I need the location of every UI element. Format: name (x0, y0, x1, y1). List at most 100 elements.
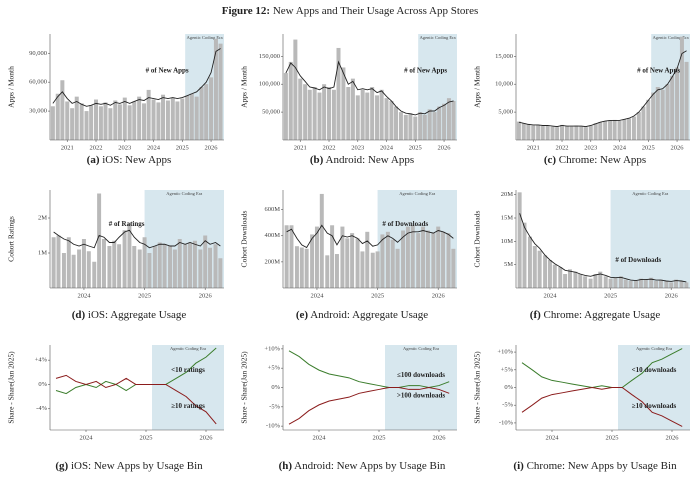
bar (684, 61, 689, 140)
bar (303, 84, 308, 140)
panel-caption: (i) Chrome: New Apps by Usage Bin (513, 460, 677, 472)
bar (574, 125, 579, 140)
x-tick-label: 2022 (323, 144, 336, 151)
bar (113, 100, 118, 140)
x-tick-label: 2024 (313, 434, 327, 441)
bar (188, 242, 193, 288)
bar (137, 96, 142, 140)
caption-text: iOS: New Apps (102, 154, 171, 166)
x-tick-label: 2024 (77, 292, 91, 299)
caption-text: iOS: New Apps by Usage Bin (71, 460, 203, 472)
bar (284, 225, 289, 288)
bar (660, 89, 665, 140)
caption-text: Chrome: Aggregate Usage (544, 309, 661, 321)
bar (643, 279, 648, 288)
bar (517, 192, 522, 288)
bar (60, 80, 65, 140)
panel-caption: (f) Chrome: Aggregate Usage (530, 309, 661, 321)
y-tick-label: 0% (38, 381, 47, 388)
bar (327, 87, 332, 140)
bar (175, 101, 180, 140)
bar (560, 124, 565, 140)
bar (218, 43, 223, 140)
bar (646, 99, 651, 140)
bar (598, 271, 603, 288)
x-tick-label: 2025 (604, 292, 617, 299)
x-tick-label: 2026 (666, 434, 680, 441)
bar (522, 222, 527, 288)
bar (389, 100, 394, 140)
y-tick-label: 15,000 (495, 53, 513, 60)
caption-label: (e) (296, 309, 309, 321)
bar (588, 125, 593, 140)
bar (346, 87, 351, 140)
y-tick-label: 10,000 (495, 81, 513, 88)
y-axis-label: Share - Share(Jan 2025) (7, 351, 16, 424)
bar (531, 125, 536, 140)
x-tick-label: 2026 (671, 144, 685, 151)
x-tick-label: 2026 (665, 292, 679, 299)
bar (651, 92, 656, 140)
bar (294, 246, 299, 288)
bar (608, 120, 613, 140)
y-tick-label: -4% (36, 405, 47, 412)
series-line (53, 229, 221, 249)
bar (603, 276, 608, 288)
bar (165, 100, 170, 140)
series-name: # of Downloads (382, 220, 428, 228)
series-name: >100 downloads (397, 392, 445, 400)
bar (336, 47, 341, 140)
bar (665, 84, 670, 140)
bar (379, 89, 384, 140)
x-tick-label: 2024 (380, 144, 394, 151)
x-tick-label: 2025 (606, 434, 619, 441)
caption-text: Android: Aggregate Usage (310, 309, 428, 321)
bar (97, 193, 102, 288)
series-name: <10 downloads (632, 366, 677, 374)
series-name: ≤100 downloads (397, 371, 445, 379)
bar (384, 98, 389, 140)
bar (631, 116, 636, 140)
x-tick-label: 2024 (80, 434, 94, 441)
era-shade (152, 345, 224, 430)
bar (421, 226, 426, 288)
y-tick-label: +5% (501, 366, 514, 373)
bar (299, 247, 304, 288)
era-label: Agentic Coding Era (187, 35, 223, 40)
caption-text: Chrome: New Apps (559, 154, 646, 166)
bar (550, 126, 555, 140)
figure-label: Figure 12: (222, 5, 270, 17)
x-tick-label: 2026 (200, 434, 214, 441)
bar (345, 238, 350, 288)
y-tick-label: +4% (35, 357, 48, 364)
series-name: ≥10 downloads (632, 402, 677, 410)
y-tick-label: 2M (38, 214, 47, 221)
era-label: Agentic Coding Era (632, 191, 668, 196)
bar (537, 250, 542, 288)
y-tick-label: 200M (264, 258, 280, 265)
bar (569, 126, 574, 140)
series-name: # of Ratings (109, 220, 145, 228)
bar (398, 112, 403, 140)
bar (84, 111, 89, 140)
bar (552, 264, 557, 288)
bar (142, 103, 147, 140)
x-tick-label: 2022 (556, 144, 569, 151)
bar (360, 251, 365, 288)
bar (314, 226, 319, 288)
bar (198, 249, 203, 288)
bar (613, 277, 618, 288)
x-tick-label: 2025 (409, 144, 422, 151)
bar (61, 253, 66, 288)
bar (112, 240, 117, 288)
series-name: ≥10 ratings (171, 402, 205, 410)
bar (564, 126, 569, 140)
bar (390, 239, 395, 288)
x-tick-label: 2023 (351, 144, 364, 151)
bar (545, 125, 550, 140)
x-tick-label: 2024 (310, 292, 324, 299)
bar (654, 281, 659, 288)
bar (418, 112, 423, 140)
bar (401, 230, 406, 288)
y-tick-label: 600M (264, 206, 280, 213)
